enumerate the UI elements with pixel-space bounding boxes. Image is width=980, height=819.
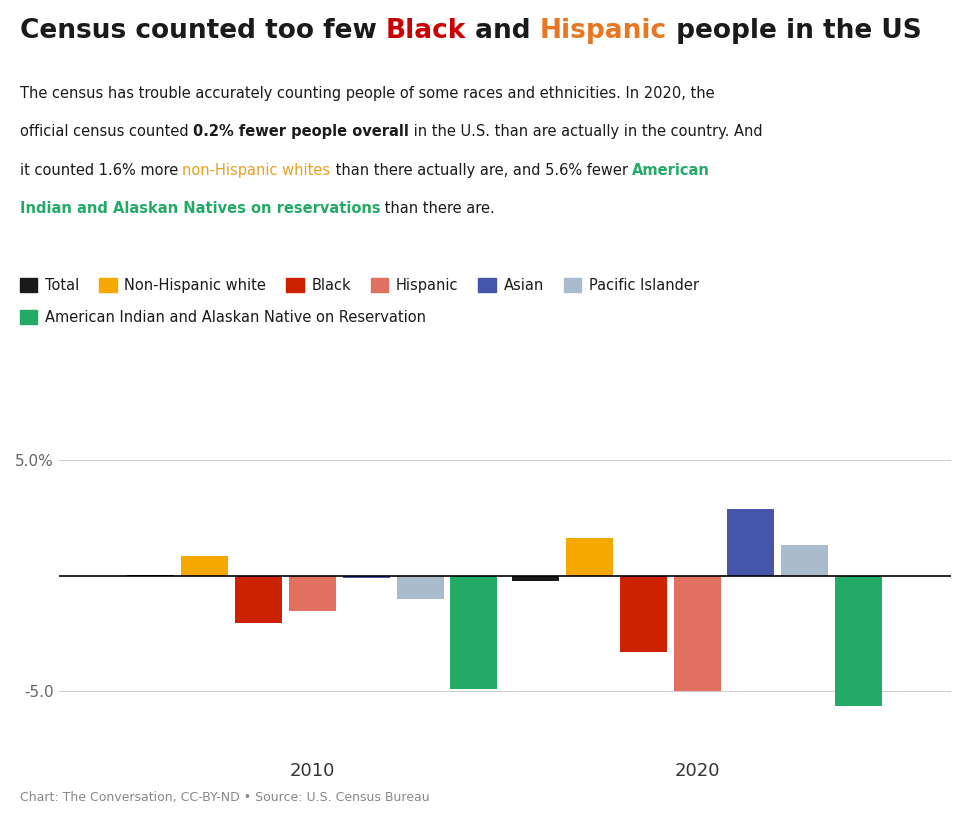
Text: non-Hispanic whites: non-Hispanic whites (182, 163, 330, 178)
Text: Census counted too few: Census counted too few (20, 18, 385, 44)
Text: official census counted: official census counted (20, 124, 193, 139)
Text: than there are.: than there are. (380, 201, 495, 216)
Text: it counted 1.6% more: it counted 1.6% more (20, 163, 182, 178)
Text: Pacific Islander: Pacific Islander (589, 278, 699, 293)
Bar (781, 545, 828, 576)
Bar (397, 576, 444, 600)
Text: Indian and Alaskan Natives on reservations: Indian and Alaskan Natives on reservatio… (20, 201, 380, 216)
Text: Non-Hispanic white: Non-Hispanic white (124, 278, 267, 293)
Bar (673, 576, 720, 690)
Bar (181, 556, 228, 576)
Text: people in the US: people in the US (666, 18, 921, 44)
Bar (727, 509, 774, 576)
Text: in the U.S. than are actually in the country. And: in the U.S. than are actually in the cou… (409, 124, 762, 139)
Text: Black: Black (385, 18, 466, 44)
Text: Black: Black (312, 278, 351, 293)
Text: American Indian and Alaskan Native on Reservation: American Indian and Alaskan Native on Re… (45, 310, 426, 324)
Text: Hispanic: Hispanic (540, 18, 666, 44)
Bar (512, 576, 559, 581)
Text: and: and (466, 18, 540, 44)
Text: 0.2% fewer people overall: 0.2% fewer people overall (193, 124, 409, 139)
Bar (835, 576, 882, 706)
Bar (565, 538, 612, 576)
Bar (235, 576, 282, 623)
Text: Hispanic: Hispanic (396, 278, 459, 293)
Bar (289, 576, 336, 611)
Text: Chart: The Conversation, CC-BY-ND • Source: U.S. Census Bureau: Chart: The Conversation, CC-BY-ND • Sour… (20, 791, 429, 804)
Bar (343, 576, 390, 578)
Bar (451, 576, 498, 689)
Text: than there actually are, and 5.6% fewer: than there actually are, and 5.6% fewer (330, 163, 632, 178)
Bar (619, 576, 666, 652)
Text: Total: Total (45, 278, 79, 293)
Text: Asian: Asian (504, 278, 544, 293)
Text: American: American (632, 163, 710, 178)
Text: The census has trouble accurately counting people of some races and ethnicities.: The census has trouble accurately counti… (20, 86, 714, 101)
